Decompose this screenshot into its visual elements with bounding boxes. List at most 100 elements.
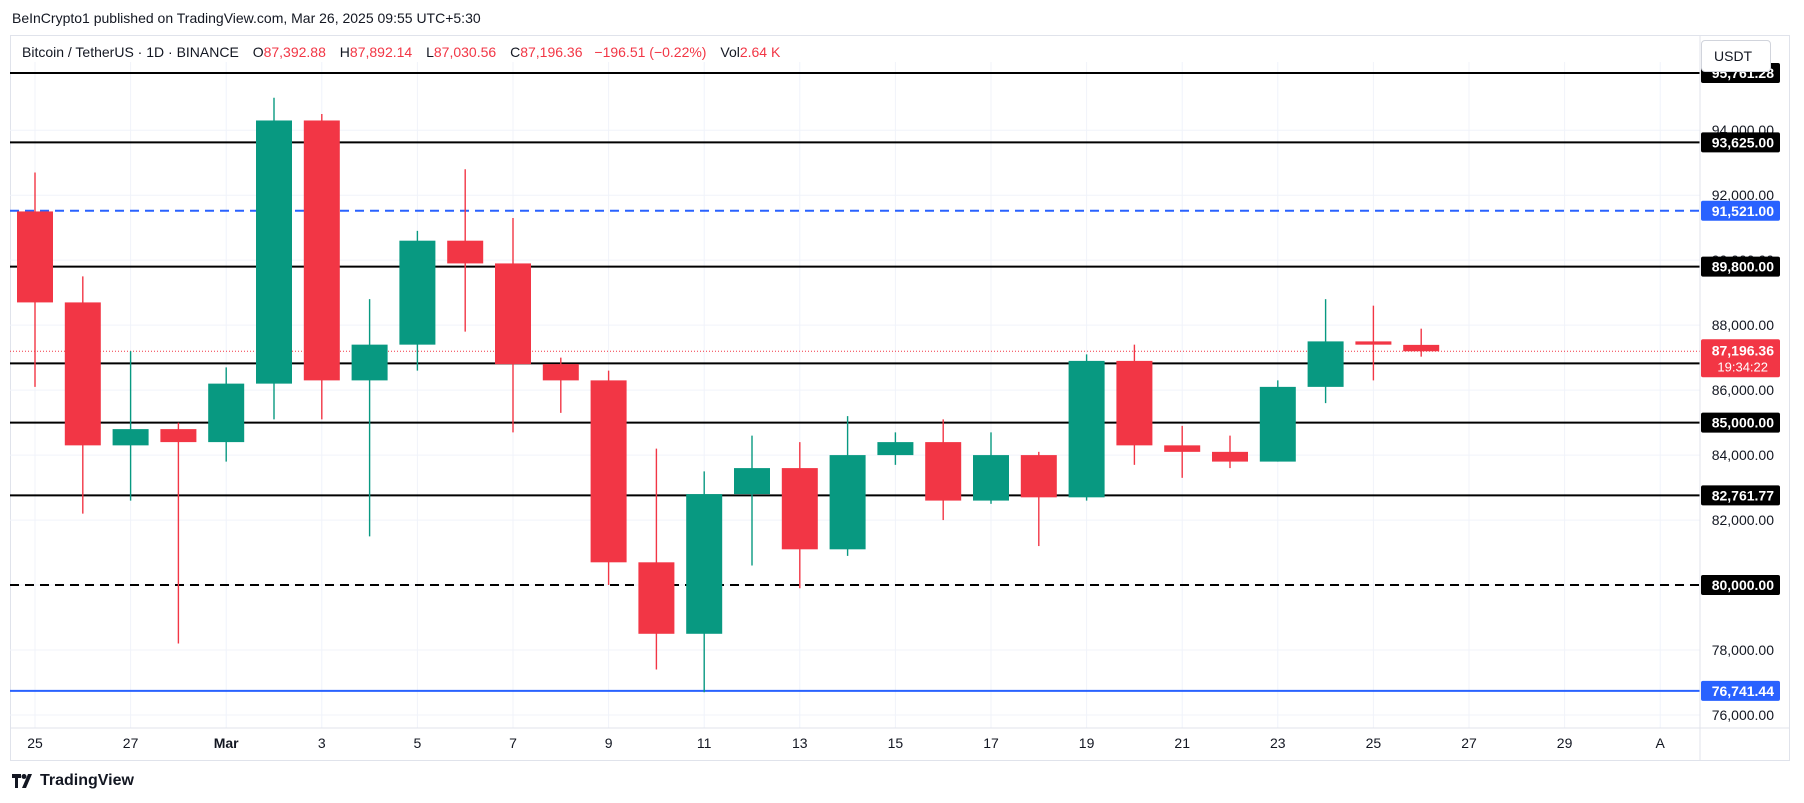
- level-price-label: 91,521.00: [1712, 203, 1774, 219]
- change-value: −196.51 (−0.22%): [594, 44, 707, 60]
- brand-name: TradingView: [40, 772, 134, 789]
- axes: 76,000.00 78,000.00 80,000.00 82,000.00 84,0…: [10, 36, 1790, 760]
- x-tick-label: 11: [697, 735, 712, 751]
- candle-body: [351, 344, 388, 381]
- candle: [1068, 354, 1105, 501]
- x-tick-label: 27: [1461, 735, 1477, 751]
- x-tick-label: 21: [1174, 735, 1190, 751]
- candle-body: [925, 442, 962, 501]
- candle: [1355, 305, 1392, 381]
- candle: [64, 276, 101, 514]
- x-tick-label: 25: [27, 735, 43, 751]
- x-tick-label: Mar: [214, 735, 239, 751]
- candle-body: [64, 302, 101, 446]
- low-value: 87,030.56: [433, 44, 497, 60]
- x-tick-label: 29: [1557, 735, 1573, 751]
- last-price-tag: [1701, 339, 1780, 378]
- candle-body: [1355, 341, 1392, 345]
- x-tick-label: 23: [1270, 735, 1286, 751]
- candle-body: [1403, 344, 1440, 352]
- candle: [256, 97, 292, 420]
- level-price-tag: [1701, 200, 1780, 221]
- candle: [112, 351, 149, 501]
- open-label: O: [252, 44, 264, 60]
- candle-body: [1116, 360, 1153, 446]
- close-label: C: [510, 44, 521, 60]
- candle-body: [973, 455, 1009, 501]
- candle-body: [1068, 360, 1105, 498]
- level-price-label: 85,000.00: [1712, 415, 1774, 431]
- level-price-tag: [1701, 256, 1780, 277]
- level-price-tag: [1701, 485, 1780, 506]
- level-price-label: 93,625.00: [1712, 134, 1774, 150]
- candle-body: [1212, 451, 1248, 462]
- countdown-label: 19:34:22: [1717, 359, 1768, 374]
- candle-body: [590, 380, 627, 563]
- tradingview-logo[interactable]: TradingView: [12, 772, 134, 790]
- candle: [495, 217, 531, 433]
- candle-body: [495, 263, 531, 365]
- candle-body: [1259, 386, 1296, 462]
- level-price-label: 76,741.44: [1712, 683, 1774, 699]
- candle: [1020, 451, 1057, 547]
- y-tick-label: 76,000.00: [1712, 707, 1774, 723]
- candle: [1164, 425, 1201, 478]
- candle-body: [542, 364, 579, 381]
- candles: [17, 97, 1440, 693]
- candle-body: [112, 429, 149, 446]
- volume-label: Vol: [720, 44, 740, 60]
- candle-body: [829, 455, 866, 550]
- candle-body: [160, 429, 197, 443]
- level-price-tag: [1701, 132, 1780, 153]
- x-tick-label: 27: [123, 735, 139, 751]
- candle: [590, 370, 627, 586]
- candle-body: [303, 120, 340, 381]
- candle: [877, 432, 914, 465]
- candle: [447, 169, 484, 332]
- x-tick-label: 15: [888, 735, 904, 751]
- high-label: H: [339, 44, 350, 60]
- x-tick-label: 19: [1079, 735, 1095, 751]
- candle: [399, 230, 436, 371]
- candle-body: [208, 383, 245, 443]
- candle-body: [447, 240, 484, 264]
- candle: [1307, 299, 1344, 404]
- x-tick-label: 25: [1366, 735, 1382, 751]
- candle-body: [781, 468, 818, 550]
- currency-button[interactable]: USDT: [1701, 40, 1771, 72]
- x-tick-label: 13: [792, 735, 808, 751]
- candle: [638, 448, 675, 670]
- candle-body: [1020, 455, 1057, 498]
- y-tick-label: 82,000.00: [1712, 512, 1774, 528]
- y-tick-label: 86,000.00: [1712, 382, 1774, 398]
- candle: [734, 435, 770, 566]
- y-tick-label: 78,000.00: [1712, 642, 1774, 658]
- candle-body: [399, 240, 436, 345]
- tradingview-logo-icon: [12, 774, 32, 788]
- x-tick-label: 3: [318, 735, 326, 751]
- symbol-name[interactable]: Bitcoin / TetherUS · 1D · BINANCE: [22, 44, 239, 60]
- candle-body: [877, 442, 914, 456]
- candle: [160, 422, 197, 644]
- level-price-tag: [1701, 575, 1780, 596]
- volume-value: 2.64 K: [739, 44, 781, 60]
- level-price-label: 80,000.00: [1712, 577, 1774, 593]
- level-price-label: 82,761.77: [1712, 487, 1774, 503]
- y-tick-label: 84,000.00: [1712, 447, 1774, 463]
- candle: [542, 357, 579, 413]
- y-tick-label: 88,000.00: [1712, 317, 1774, 333]
- symbol-legend: Bitcoin / TetherUS · 1D · BINANCE O87,39…: [22, 44, 780, 60]
- candle-body: [638, 562, 675, 634]
- level-price-tag: [1701, 412, 1780, 433]
- y-tick-label: 92,000.00: [1712, 187, 1774, 203]
- candle: [829, 416, 866, 556]
- candle: [351, 299, 388, 537]
- low-label: L: [426, 44, 434, 60]
- candle: [303, 113, 340, 420]
- candle: [1212, 435, 1248, 469]
- candle: [208, 367, 245, 462]
- chart-frame: [10, 35, 1790, 761]
- candle-body: [1164, 445, 1201, 452]
- close-value: 87,196.36: [520, 44, 583, 60]
